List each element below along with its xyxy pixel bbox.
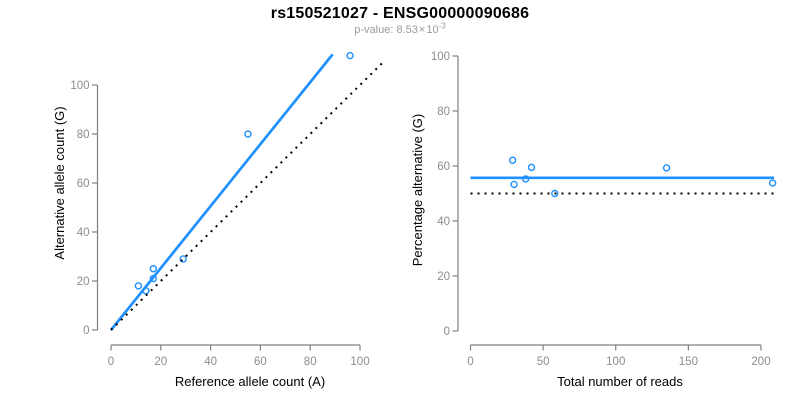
y-tick-label: 0 — [444, 326, 450, 338]
y-axis-title: Alternative allele count (G) — [52, 106, 67, 259]
regression-line — [109, 53, 334, 331]
y-tick-label: 60 — [77, 178, 90, 190]
y-tick-label: 40 — [437, 216, 450, 228]
data-point — [510, 180, 518, 189]
data-point — [662, 164, 671, 172]
y-tick-label: 60 — [437, 161, 450, 173]
y-tick-label: 100 — [70, 80, 89, 92]
subtitle-base: 10 — [426, 24, 439, 36]
plot-title: rs150521027 - ENSG00000090686 — [270, 5, 530, 22]
x-tick-label: 0 — [108, 356, 114, 368]
y-tick-label: 0 — [83, 325, 89, 337]
data-point — [346, 51, 354, 60]
identity-line — [110, 62, 384, 331]
subtitle-exponent: -3 — [438, 21, 446, 31]
x-tick-label: 150 — [679, 356, 698, 368]
data-point — [134, 282, 143, 290]
x-tick-label: 80 — [304, 356, 317, 368]
data-point — [551, 189, 559, 198]
y-tick-label: 20 — [437, 271, 450, 283]
x-tick-label: 0 — [467, 356, 473, 368]
y-tick-label: 100 — [431, 51, 450, 63]
subtitle-pvalue-text: p-value: 8.53 — [354, 24, 418, 36]
x-tick-label: 100 — [350, 356, 369, 368]
y-axis-title: Percentage alternative (G) — [410, 114, 425, 266]
data-point — [179, 255, 187, 263]
x-axis-title: Reference allele count (A) — [175, 374, 325, 389]
x-tick-label: 20 — [154, 356, 167, 368]
x-tick-label: 50 — [537, 356, 550, 368]
data-point — [768, 179, 777, 187]
x-tick-label: 100 — [606, 356, 625, 368]
y-tick-label: 80 — [77, 129, 90, 141]
subtitle-times-sign: × — [418, 24, 426, 36]
plot-subtitle: p-value: 8.53×10-3 — [0, 21, 800, 36]
data-point — [527, 163, 536, 172]
data-point — [508, 156, 517, 164]
x-tick-label: 200 — [751, 356, 770, 368]
x-tick-label: 60 — [254, 356, 267, 368]
y-tick-label: 40 — [77, 227, 90, 239]
x-axis-title: Total number of reads — [557, 374, 683, 389]
y-tick-label: 20 — [77, 276, 90, 288]
x-tick-label: 40 — [204, 356, 217, 368]
y-tick-label: 80 — [437, 106, 450, 118]
data-point — [244, 130, 252, 138]
data-point — [149, 265, 158, 273]
